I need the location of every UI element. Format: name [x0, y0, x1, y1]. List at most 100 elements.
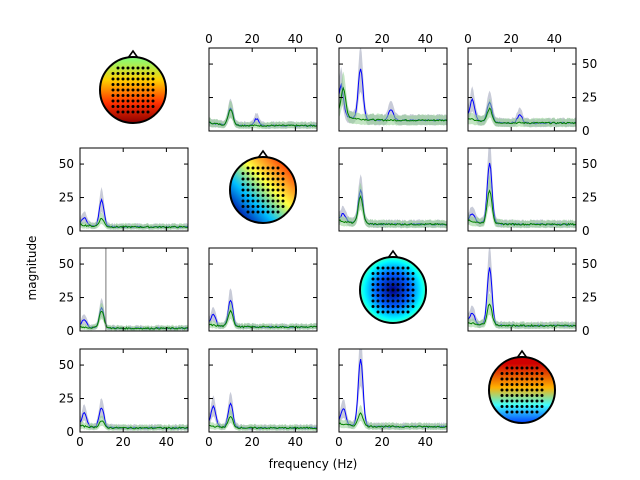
electrode-dot: [141, 72, 145, 75]
electrode-dot: [276, 199, 280, 203]
electrode-dot: [126, 110, 130, 114]
electrode-dots: [371, 266, 415, 314]
electrode-dot: [401, 305, 405, 308]
panel-frame: [467, 147, 577, 232]
electrode-dot: [276, 188, 280, 192]
electrode-dot: [136, 77, 140, 81]
electrode-dot: [371, 299, 375, 303]
electrode-dot: [525, 410, 529, 414]
electrode-dot: [515, 394, 519, 397]
electrode-dot: [256, 188, 260, 192]
electrode-dot: [381, 272, 385, 275]
x-tick-label-top: 0: [464, 32, 472, 46]
y-tick-label-right: 25: [582, 91, 597, 105]
electrode-dot: [276, 166, 280, 170]
electrode-dot: [251, 188, 255, 192]
electrode-dot: [151, 99, 155, 103]
electrode-dot: [540, 388, 544, 392]
series-b-band: [339, 404, 447, 431]
panel-r1c0: 0 25 50: [59, 147, 189, 238]
electrode-dot: [530, 383, 534, 386]
x-tick-label: 20: [116, 435, 131, 449]
x-tick-label-top: 20: [375, 32, 390, 46]
panel-r2c1: [208, 247, 318, 332]
panels-layer: 0 20 40 0 20 40 0 20 40 0 25 50 0 25 50 0 25 50 0 25 50 0 25 50…: [59, 32, 598, 449]
electrode-dot: [505, 377, 509, 381]
electrode-dot: [505, 366, 509, 370]
electrode-dot: [376, 299, 380, 303]
electrode-dot: [411, 288, 415, 292]
electrode-dot: [535, 383, 539, 386]
electrode-dot: [251, 166, 255, 170]
x-tick-label: 0: [335, 435, 343, 449]
electrode-dot: [401, 294, 405, 297]
electrode-dot: [500, 372, 504, 375]
electrode-dot: [116, 77, 120, 81]
electrode-dot: [131, 88, 135, 92]
electrode-dot: [371, 294, 375, 297]
electrode-dot: [281, 188, 285, 192]
electrode-dot: [500, 399, 504, 403]
electrode-dot: [530, 366, 534, 370]
electrode-dot: [256, 210, 260, 214]
electrode-dot: [520, 405, 524, 408]
electrode-dot: [251, 194, 255, 197]
x-tick-label: 40: [288, 435, 303, 449]
electrode-dot: [540, 383, 544, 386]
y-tick-label: 0: [66, 224, 74, 238]
series-b-line: [209, 309, 317, 329]
topomap-1: [99, 49, 167, 124]
electrode-dot: [540, 372, 544, 375]
electrode-dot: [371, 283, 375, 286]
electrode-dot: [241, 177, 245, 181]
electrode-dot: [411, 272, 415, 275]
electrode-dot: [371, 305, 375, 308]
panel-plot: [468, 86, 576, 128]
electrode-dot: [266, 172, 270, 175]
electrode-dot: [381, 277, 385, 281]
electrode-dot: [386, 277, 390, 281]
electrode-dot: [261, 205, 265, 208]
electrode-dot: [401, 299, 405, 303]
electrode-dot: [401, 283, 405, 286]
electrode-dot: [530, 377, 534, 381]
electrode-dot: [116, 66, 120, 70]
series-b-line: [80, 420, 188, 430]
panel-plot: [209, 98, 317, 130]
panel-plot: [80, 398, 188, 431]
electrode-dot: [406, 294, 410, 297]
electrode-dot: [151, 94, 155, 97]
electrode-dot: [525, 377, 529, 381]
electrode-dot: [510, 383, 514, 386]
electrode-dot: [146, 110, 150, 114]
electrode-dot: [246, 183, 250, 186]
electrode-dot: [520, 372, 524, 375]
electrode-dot: [396, 299, 400, 303]
electrode-dot: [530, 399, 534, 403]
x-tick-label-top: 40: [288, 32, 303, 46]
panel-frame: [208, 247, 318, 332]
panel-frame: [467, 247, 577, 332]
panel-plot: [468, 148, 576, 229]
series-b-band: [339, 182, 447, 229]
electrode-dot: [391, 299, 395, 303]
electrode-dot: [276, 177, 280, 181]
electrode-dot: [116, 105, 120, 108]
x-tick-label: 0: [76, 435, 84, 449]
electrode-dot: [246, 210, 250, 214]
electrode-dot: [121, 88, 125, 92]
electrode-dot: [266, 166, 270, 170]
electrode-dot: [535, 372, 539, 375]
electrode-dot: [500, 383, 504, 386]
electrode-dot: [500, 394, 504, 397]
nose-marker: [387, 249, 399, 259]
electrode-dot: [121, 110, 125, 114]
electrode-dot: [515, 366, 519, 370]
topomap-3: [359, 249, 427, 324]
electrode-dot: [146, 99, 150, 103]
electrode-dot: [381, 305, 385, 308]
panel-r0c1: 0 20 40: [205, 32, 318, 132]
electrode-dot: [510, 377, 514, 381]
electrode-dot: [136, 83, 140, 86]
electrode-dot: [246, 188, 250, 192]
